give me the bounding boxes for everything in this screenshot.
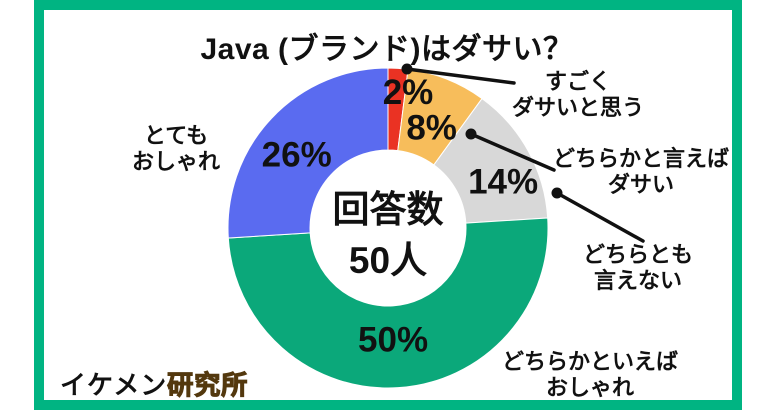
callout-line: どちらとも xyxy=(582,242,694,267)
leader-lines xyxy=(401,63,645,243)
callout-somewhat-stylish: どちらかといえば おしゃれ xyxy=(502,349,678,401)
callout-line: おしゃれ xyxy=(131,149,221,174)
leader-line-gray xyxy=(555,191,645,243)
callout-very-stylish: とても おしゃれ xyxy=(132,123,220,175)
leader-dot-orange xyxy=(465,128,477,140)
chart-title: Java (ブランド)はダサい？ xyxy=(200,33,574,66)
callout-very-uncool: すごく ダサいと思う xyxy=(512,69,644,121)
callout-line: すごく xyxy=(544,69,612,94)
responses-label: 回答数 xyxy=(332,189,444,230)
callout-line: とても xyxy=(143,123,209,148)
donut-center-label: 回答数 50人 xyxy=(333,184,444,286)
percent-label-2: 14% xyxy=(468,162,538,201)
donut-slice-4 xyxy=(227,67,389,239)
callout-somewhat-uncool: どちらかと言えば ダサい xyxy=(553,146,729,198)
leader-dot-gray xyxy=(551,187,563,199)
leader-line-orange xyxy=(469,132,556,172)
callout-line: ダサいと思う xyxy=(511,95,645,120)
percent-label-4: 26% xyxy=(262,135,332,174)
green-border-frame xyxy=(34,0,742,410)
responses-count: 50人 xyxy=(348,240,428,281)
percent-labels: 2%8% 14% 50% 26% xyxy=(262,73,539,359)
callout-line: 言えない xyxy=(593,268,683,293)
callout-line: ダサい xyxy=(607,172,675,197)
percent-label-3: 50% xyxy=(358,320,428,359)
callout-line: どちらかと言えば xyxy=(552,146,730,171)
callout-line: おしゃれ xyxy=(545,375,635,400)
callout-neutral: どちらとも 言えない xyxy=(583,242,693,294)
logo-text-orange: 研究所 xyxy=(167,369,249,400)
site-logo: イケメン研究所 xyxy=(60,365,248,402)
percent-label-0: 2% xyxy=(383,73,434,112)
donut-slices xyxy=(227,67,549,389)
donut-slice-3 xyxy=(227,217,549,389)
percent-label-1: 8% xyxy=(406,109,457,148)
leader-dot-red xyxy=(401,63,413,75)
leader-line-red xyxy=(405,67,516,85)
callout-line: どちらかといえば xyxy=(501,349,679,374)
logo-text-black: イケメン xyxy=(60,370,168,400)
